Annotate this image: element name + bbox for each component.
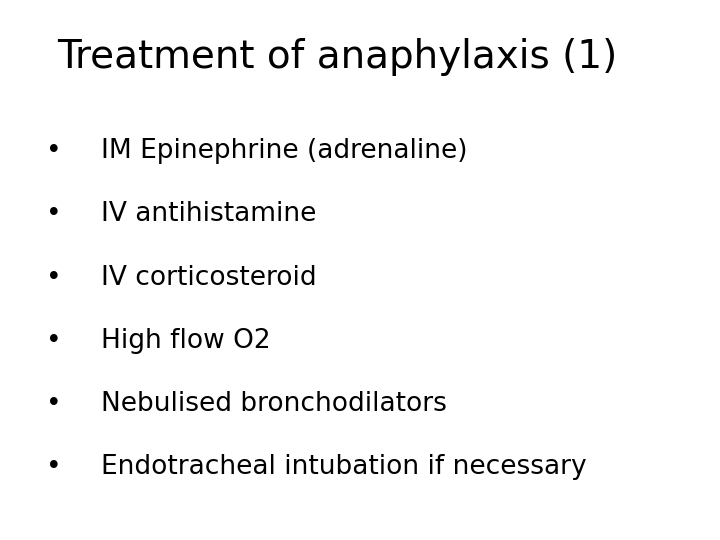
Text: IM Epinephrine (adrenaline): IM Epinephrine (adrenaline) xyxy=(101,138,467,164)
Text: •: • xyxy=(46,328,62,354)
Text: •: • xyxy=(46,391,62,417)
Text: IV antihistamine: IV antihistamine xyxy=(101,201,316,227)
Text: High flow O2: High flow O2 xyxy=(101,328,271,354)
Text: •: • xyxy=(46,201,62,227)
Text: •: • xyxy=(46,454,62,480)
Text: •: • xyxy=(46,265,62,291)
Text: Nebulised bronchodilators: Nebulised bronchodilators xyxy=(101,391,446,417)
Text: Treatment of anaphylaxis (1): Treatment of anaphylaxis (1) xyxy=(58,38,618,76)
Text: Endotracheal intubation if necessary: Endotracheal intubation if necessary xyxy=(101,454,586,480)
Text: IV corticosteroid: IV corticosteroid xyxy=(101,265,316,291)
Text: •: • xyxy=(46,138,62,164)
